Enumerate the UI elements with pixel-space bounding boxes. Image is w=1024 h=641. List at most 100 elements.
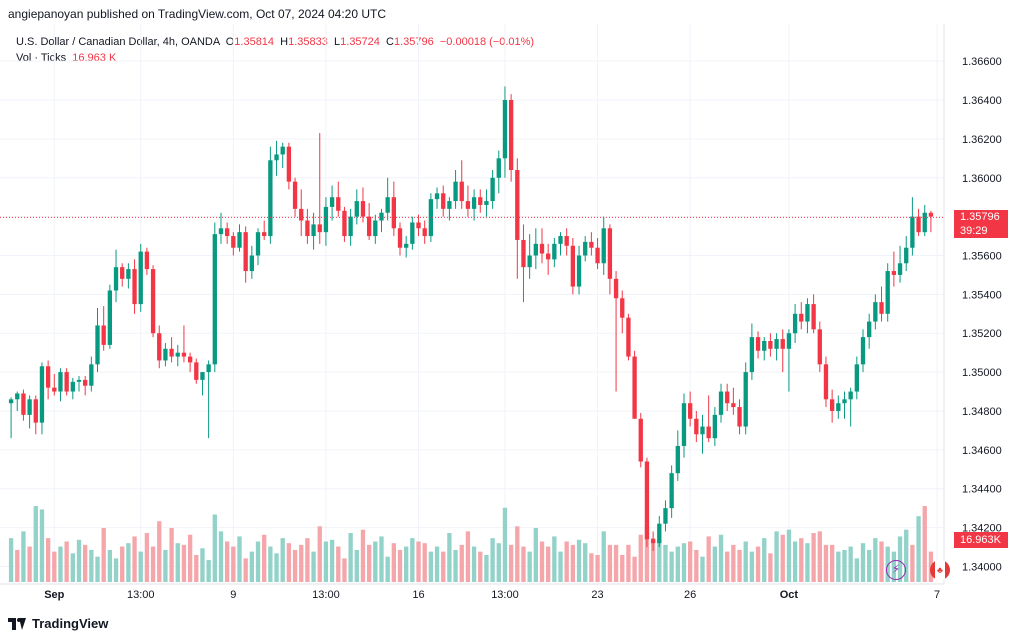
candle-body — [755, 337, 761, 351]
candle — [194, 358, 199, 384]
candle-body — [76, 379, 82, 382]
candle — [33, 395, 38, 435]
candle-body — [373, 220, 378, 237]
volume-bar — [107, 549, 113, 582]
volume-bar — [206, 560, 211, 582]
symbol-title[interactable]: U.S. Dollar / Canadian Dollar, 4h, OANDA — [16, 36, 220, 48]
footer-brand[interactable]: TradingView — [32, 616, 109, 631]
candle-body — [465, 201, 471, 209]
candle — [95, 307, 100, 373]
volume-bar — [224, 541, 230, 582]
candle-body — [212, 234, 217, 365]
candle — [867, 313, 872, 349]
volume-bar — [737, 549, 742, 582]
candle-body — [416, 222, 421, 229]
volume-bar — [774, 531, 779, 582]
volume-bar — [181, 544, 187, 582]
candle-body — [404, 243, 409, 248]
volume-bar — [546, 546, 551, 582]
volume-bar — [311, 551, 316, 582]
time-tick-label: Sep — [44, 589, 64, 601]
candle — [342, 206, 347, 242]
candle — [175, 344, 180, 367]
volume-bar — [52, 551, 57, 582]
candle-body — [823, 364, 829, 400]
candle-body — [366, 216, 372, 237]
candle — [329, 185, 335, 221]
volume-bar — [366, 544, 372, 582]
candle-body — [459, 181, 464, 202]
volume-bar — [589, 553, 594, 582]
volume-bar — [805, 543, 810, 582]
volume-bar — [218, 531, 224, 582]
candle-body — [595, 247, 600, 264]
candle — [632, 350, 637, 419]
candle — [595, 238, 600, 270]
volume-bar — [620, 555, 625, 582]
volume-bar — [848, 546, 853, 582]
candle — [212, 222, 217, 373]
candle-body — [916, 216, 921, 233]
volume-bar — [916, 516, 921, 582]
volume-bar — [712, 546, 718, 582]
candle — [564, 228, 569, 256]
candle-body — [249, 255, 255, 272]
volume-bar — [496, 543, 501, 582]
candle-body — [434, 193, 440, 200]
candle-body — [638, 418, 643, 462]
candle — [280, 142, 285, 169]
time-axis: Sep 13:00 9 13:00 16 13:00 23 26 Oct 7 — [0, 583, 944, 601]
candle — [607, 224, 613, 295]
high-label: H — [280, 36, 289, 48]
candle-body — [441, 193, 446, 209]
candle — [700, 414, 705, 454]
candle — [397, 222, 403, 256]
candle — [521, 224, 526, 303]
candle — [879, 286, 884, 322]
candle — [107, 284, 113, 349]
candle — [286, 142, 292, 190]
candle-body — [737, 407, 742, 427]
volume-bar — [70, 553, 75, 582]
candle — [126, 263, 131, 289]
volume-bar — [663, 544, 668, 582]
candle-body — [27, 399, 32, 415]
volume-bar — [904, 529, 909, 582]
volume-bar — [533, 528, 538, 582]
candle — [539, 228, 545, 264]
candle — [453, 169, 458, 209]
volume-bar — [89, 549, 94, 582]
price-chart[interactable]: 1.34000 1.34200 1.34400 1.34600 1.34800 1.350… — [0, 24, 1024, 610]
candle — [465, 185, 471, 217]
candle — [768, 333, 773, 357]
candle — [860, 329, 866, 373]
volume-bar — [323, 541, 329, 582]
candle-body — [564, 236, 569, 246]
candle — [626, 313, 631, 361]
candle-body — [120, 267, 125, 279]
volume-bar — [910, 544, 915, 582]
volume-bar — [83, 544, 88, 582]
candle-body — [904, 247, 909, 264]
candle-body — [342, 210, 347, 237]
volume-bar — [552, 536, 557, 582]
candle-body — [484, 201, 489, 205]
candle — [533, 228, 538, 270]
candle — [305, 208, 310, 244]
candle — [422, 220, 427, 244]
volume-bar — [354, 549, 359, 582]
price-tick-label: 1.35200 — [962, 328, 1002, 340]
candle-body — [113, 267, 119, 291]
volume-tag: 16.963K — [954, 532, 1008, 548]
candle — [694, 410, 699, 443]
candle-body — [829, 399, 835, 411]
volume-bar — [434, 546, 440, 582]
volume-bar — [873, 538, 878, 582]
candle — [15, 391, 20, 411]
volume-bar — [867, 549, 872, 582]
low-label: L — [334, 36, 341, 48]
volume-bar — [681, 543, 687, 582]
candle — [39, 362, 45, 435]
candle — [76, 375, 82, 392]
lightning-icon[interactable]: ⚡ — [886, 560, 906, 580]
